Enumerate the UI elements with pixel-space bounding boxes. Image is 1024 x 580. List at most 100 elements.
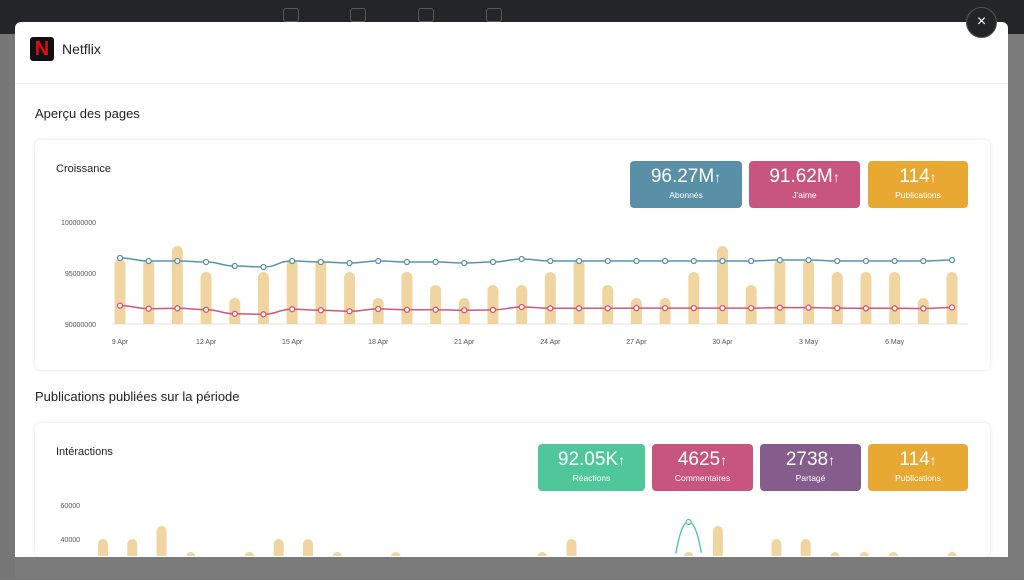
chat-icon[interactable] [283,8,299,22]
publication-bar [114,259,126,324]
megaphone-icon[interactable] [486,8,502,22]
modal-title: Netflix [62,41,101,57]
publication-bar [803,259,815,324]
publication-bar [889,272,901,324]
publication-bar [344,272,356,324]
netflix-logo: N [30,37,54,61]
y-tick-label: 40000 [61,537,81,544]
data-point [690,257,697,265]
x-tick-label: 3 May [799,339,819,346]
data-point [719,257,726,265]
arrow-up-icon: ↑ [828,452,836,468]
data-point [432,258,439,266]
publication-bar [774,259,786,324]
publication-bar [712,526,723,556]
y-tick-label: 90000000 [65,322,96,329]
publication-bar [946,272,958,324]
data-point [317,258,324,266]
data-point [862,305,870,312]
publication-bar [859,552,870,557]
publication-bar [745,285,757,324]
data-point [891,305,898,312]
publication-bar [171,246,183,324]
kpi-value: 2738 [785,449,829,470]
data-point [948,304,956,311]
data-point [260,311,267,318]
data-point [116,302,124,309]
publication-bar [273,539,284,556]
data-point [231,310,238,317]
modal-header: N Netflix [15,22,1008,84]
publication-bar [430,285,442,324]
publication-bar [683,552,694,557]
data-point [920,257,927,265]
data-point [719,304,726,312]
data-point [547,305,554,312]
data-point [661,257,669,265]
publication-bar [544,272,556,324]
data-point [288,257,296,265]
data-point [748,257,755,265]
kpi-publications-2: 114↑ Publications [868,444,968,491]
interactions-card-title: Intéractions [56,446,113,458]
publication-bar [244,552,255,557]
data-point [174,305,181,312]
data-point [518,255,525,263]
data-point [461,307,468,314]
data-point [776,304,784,311]
data-point [346,259,353,267]
data-point [231,262,238,270]
data-point [202,306,210,313]
calendar-icon[interactable] [350,8,366,22]
series-line-reactions [675,521,703,554]
kpi-publications: 114↑ Publications [868,161,968,208]
data-point [748,304,755,312]
app-sidebar [0,34,15,580]
data-point [403,258,411,266]
data-point [145,257,152,265]
x-tick-label: 21 Apr [454,339,475,346]
data-point [202,258,210,266]
publication-bar [390,552,401,557]
data-point [461,259,468,267]
data-point [116,254,124,262]
data-point [346,308,353,315]
x-tick-label: 30 Apr [712,339,733,346]
link-icon[interactable] [418,8,434,22]
kpi-reactions: 92.05K↑ Réactions [538,444,645,491]
kpi-value: 92.05K [557,449,619,470]
data-point [403,306,411,313]
publication-bar [800,539,811,556]
kpi-comments: 4625↑ Commentaires [652,444,753,491]
publication-bar [487,285,499,324]
data-point [805,256,812,264]
publication-bar [302,539,313,556]
kpi-label: Publications [895,473,941,483]
publication-bar [830,552,840,557]
publication-bar [98,539,108,556]
page-insights-modal: N Netflix Aperçu des pages Croissance 10… [15,22,1008,557]
data-point [575,257,583,265]
kpi-value: 4625 [677,449,721,470]
x-tick-label: 18 Apr [368,339,389,346]
growth-card: Croissance 100000000 95000000 90000000 9 Ap… [35,140,990,370]
data-point [690,304,697,312]
growth-card-title: Croissance [56,163,112,175]
series-line-likes [119,304,953,316]
interactions-chart: 60000 40000 [61,503,958,557]
data-point [834,304,841,312]
close-modal-button[interactable]: × [966,7,997,38]
y-tick-label: 95000000 [65,271,96,278]
publication-bar [200,272,212,324]
x-tick-label: 24 Apr [540,339,561,346]
kpi-value: 114 [899,449,930,470]
x-tick-label: 27 Apr [626,339,647,346]
data-point [288,306,296,313]
data-point [174,257,181,265]
arrow-up-icon: ↑ [720,452,728,468]
publication-bar [716,246,728,324]
data-point [145,305,152,312]
publication-bar [143,259,155,324]
data-point [633,304,640,312]
data-point [920,305,927,312]
